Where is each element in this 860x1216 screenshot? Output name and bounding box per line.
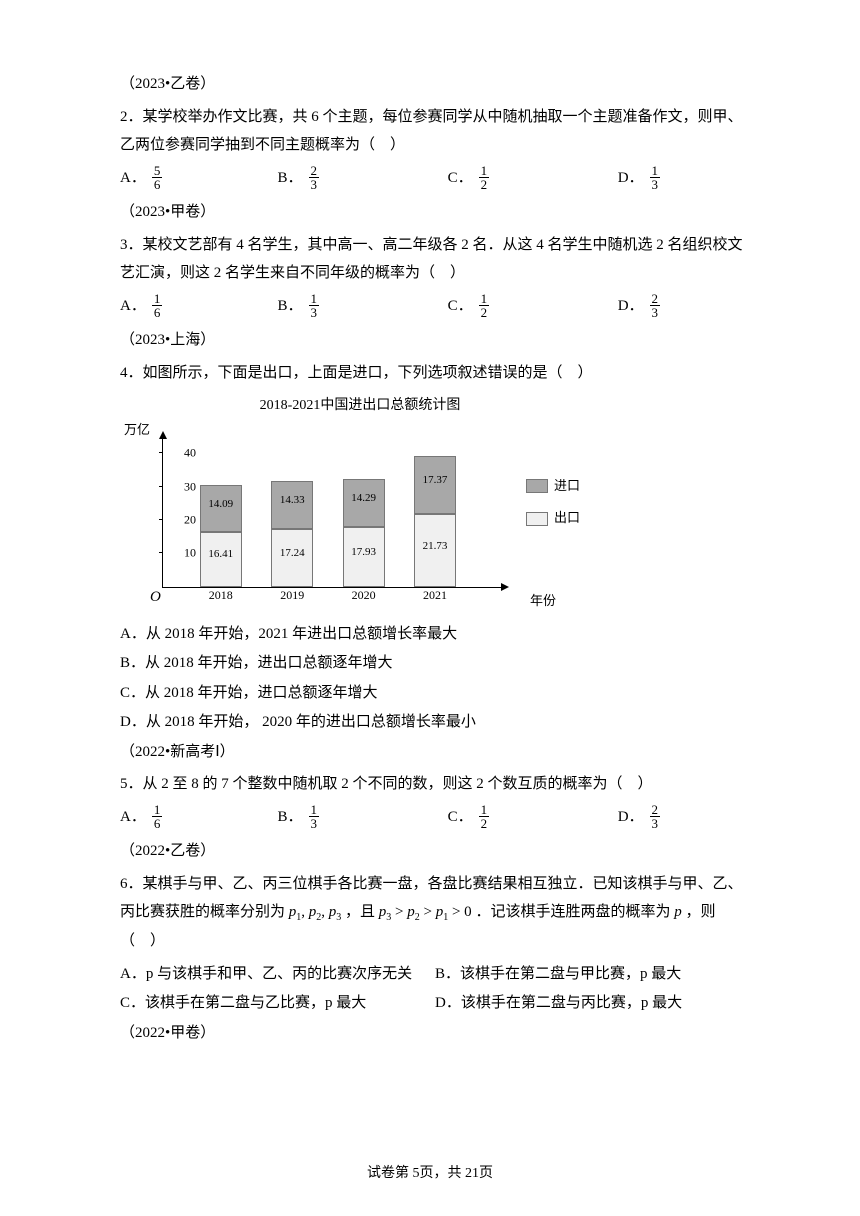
q4-source: （2023•上海） — [120, 326, 750, 355]
label-d: D． — [618, 292, 644, 321]
label-c: C． — [448, 803, 473, 832]
frac-icon: 13 — [309, 803, 320, 831]
q4-opt-b[interactable]: B．从 2018 年开始，进出口总额逐年增大 — [120, 649, 750, 678]
q5-source: （2022•新高考Ⅰ） — [120, 738, 750, 767]
y-tick: 20 — [184, 509, 196, 532]
y-tick: 40 — [184, 442, 196, 465]
frac-icon: 16 — [152, 803, 163, 831]
label-a: A． — [120, 803, 146, 832]
import-value: 14.09 — [200, 494, 242, 515]
label-d: D． — [618, 164, 644, 193]
page-footer: 试卷第 5页，共 21页 — [0, 1161, 860, 1188]
label-d: D． — [618, 803, 644, 832]
swatch-import-icon — [526, 479, 548, 493]
q2-choice-b[interactable]: B．23 — [278, 164, 448, 193]
q3-text: 3．某校文艺部有 4 名学生，其中高一、高二年级各 2 名．从这 4 名学生中随… — [120, 231, 750, 288]
x-tick: 2021 — [423, 584, 447, 607]
legend-export: 出口 — [526, 506, 580, 531]
label-c: C． — [448, 164, 473, 193]
q5-choice-a[interactable]: A．16 — [120, 803, 278, 832]
y-axis-label: 万亿 — [124, 418, 150, 443]
import-value: 17.37 — [414, 470, 456, 491]
q6-row1: A．p 与该棋手和甲、乙、丙的比赛次序无关 B．该棋手在第二盘与甲比赛，p 最大 — [120, 960, 750, 990]
arrow-right-icon — [501, 583, 509, 591]
q5-choice-c[interactable]: C．12 — [448, 803, 618, 832]
label-c: C． — [448, 292, 473, 321]
q6-post-source: （2022•甲卷） — [120, 1019, 750, 1048]
q3-choice-b[interactable]: B．13 — [278, 292, 448, 321]
chart-title: 2018-2021中国进出口总额统计图 — [180, 393, 540, 420]
q4-text: 4．如图所示，下面是出口，上面是进口，下列选项叙述错误的是（ ） — [120, 359, 750, 388]
q5-choice-b[interactable]: B．13 — [278, 803, 448, 832]
q6-text-b: ，且 — [345, 904, 375, 920]
q6-opt-b[interactable]: B．该棋手在第二盘与甲比赛，p 最大 — [435, 960, 750, 989]
q4-opt-a[interactable]: A．从 2018 年开始，2021 年进出口总额增长率最大 — [120, 620, 750, 649]
x-tick: 2020 — [352, 584, 376, 607]
swatch-export-icon — [526, 512, 548, 526]
x-axis-label: 年份 — [530, 589, 556, 614]
frac-icon: 56 — [152, 164, 163, 192]
arrow-up-icon — [159, 431, 167, 439]
q4-chart: 2018-2021中国进出口总额统计图 万亿 10 20 30 40 16.41 14.0… — [120, 393, 750, 614]
frac-icon: 23 — [650, 803, 661, 831]
q6-text: 6．某棋手与甲、乙、丙三位棋手各比赛一盘，各盘比赛结果相互独立．已知该棋手与甲、… — [120, 870, 750, 956]
chart-plot: 1020304016.4114.09201817.2414.33201917.9… — [162, 438, 502, 588]
q6-opt-c[interactable]: C．该棋手在第二盘与乙比赛，p 最大 — [120, 989, 435, 1018]
q3-choice-c[interactable]: C．12 — [448, 292, 618, 321]
export-value: 16.41 — [200, 544, 242, 565]
x-tick: 2019 — [280, 584, 304, 607]
q3-choice-a[interactable]: A．16 — [120, 292, 278, 321]
label-b: B． — [278, 292, 303, 321]
frac-icon: 13 — [650, 164, 661, 192]
q6-opt-a[interactable]: A．p 与该棋手和甲、乙、丙的比赛次序无关 — [120, 960, 435, 989]
q5-text: 5．从 2 至 8 的 7 个整数中随机取 2 个不同的数，则这 2 个数互质的… — [120, 770, 750, 799]
import-value: 14.29 — [343, 488, 385, 509]
q2-source: （2023•乙卷） — [120, 70, 750, 99]
frac-icon: 12 — [479, 803, 490, 831]
q3-choice-d[interactable]: D．23 — [618, 292, 750, 321]
frac-icon: 12 — [479, 164, 490, 192]
label-a: A． — [120, 164, 146, 193]
frac-icon: 23 — [650, 292, 661, 320]
q2-choice-c[interactable]: C．12 — [448, 164, 618, 193]
label-a: A． — [120, 292, 146, 321]
label-b: B． — [278, 803, 303, 832]
q4-opt-c[interactable]: C．从 2018 年开始，进口总额逐年增大 — [120, 679, 750, 708]
frac-icon: 12 — [479, 292, 490, 320]
y-tick: 10 — [184, 542, 196, 565]
legend-export-label: 出口 — [554, 506, 580, 531]
frac-icon: 16 — [152, 292, 163, 320]
export-value: 17.24 — [271, 543, 313, 564]
q2-text: 2．某学校举办作文比赛，共 6 个主题，每位参赛同学从中随机抽取一个主题准备作文… — [120, 103, 750, 160]
legend-import-label: 进口 — [554, 474, 580, 499]
label-b: B． — [278, 164, 303, 193]
q2-choice-a[interactable]: A．56 — [120, 164, 278, 193]
frac-icon: 13 — [309, 292, 320, 320]
q5-choice-d[interactable]: D．23 — [618, 803, 750, 832]
q3-choices: A．16 B．13 C．12 D．23 — [120, 292, 750, 321]
legend-import: 进口 — [526, 474, 580, 499]
q5-choices: A．16 B．13 C．12 D．23 — [120, 803, 750, 832]
q4-opt-d[interactable]: D．从 2018 年开始， 2020 年的进出口总额增长率最小 — [120, 708, 750, 737]
q6-text-c: ．记该棋手连胜两盘的概率为 — [475, 904, 670, 920]
import-value: 14.33 — [271, 490, 313, 511]
chart-legend: 进口 出口 — [526, 474, 580, 539]
x-tick: 2018 — [209, 584, 233, 607]
axis-origin: O — [150, 583, 161, 612]
q6-row2: C．该棋手在第二盘与乙比赛，p 最大 D．该棋手在第二盘与丙比赛，p 最大 — [120, 989, 750, 1019]
y-tick: 30 — [184, 475, 196, 498]
q2-choices: A．56 B．23 C．12 D．13 — [120, 164, 750, 193]
q6-source: （2022•乙卷） — [120, 837, 750, 866]
export-value: 17.93 — [343, 542, 385, 563]
q2-choice-d[interactable]: D．13 — [618, 164, 750, 193]
frac-icon: 23 — [309, 164, 320, 192]
q3-source: （2023•甲卷） — [120, 198, 750, 227]
export-value: 21.73 — [414, 536, 456, 557]
q6-opt-d[interactable]: D．该棋手在第二盘与丙比赛，p 最大 — [435, 989, 750, 1018]
